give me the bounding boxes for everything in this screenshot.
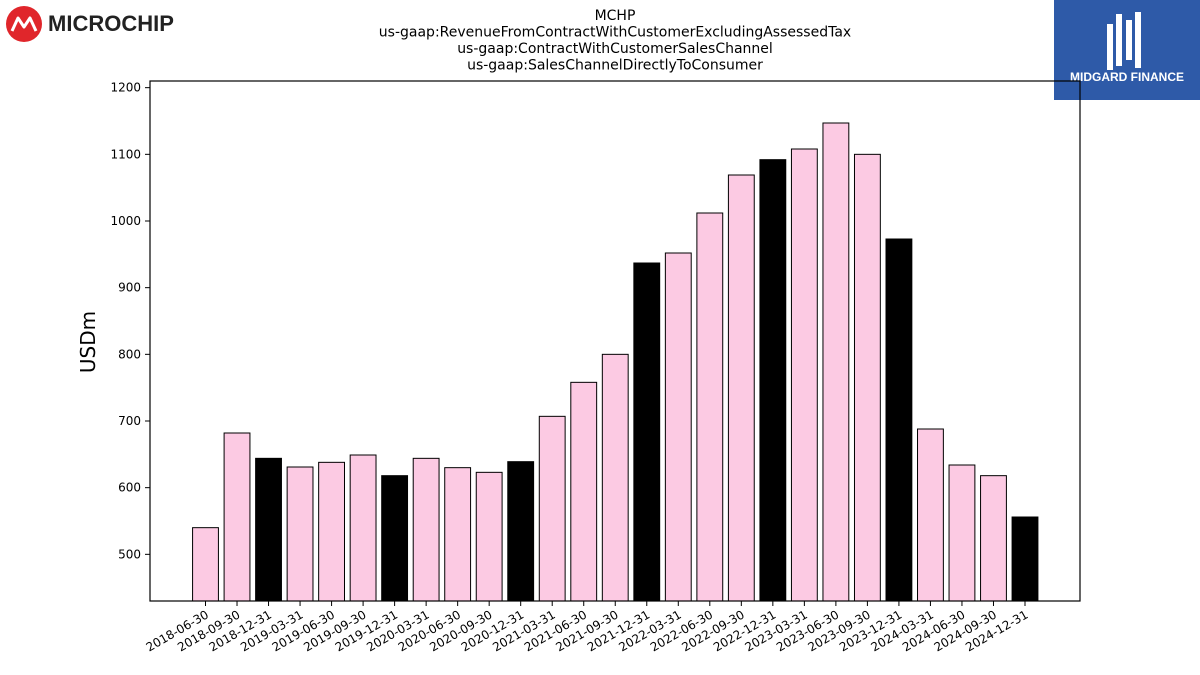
bar-2019-09-30: [349, 454, 377, 602]
bar-2024-06-30: [948, 464, 976, 602]
y-tick-label: 600: [118, 481, 141, 495]
bar-2021-06-30: [570, 381, 598, 602]
bar-2021-12-31: [633, 262, 661, 602]
microchip-logo: MICROCHIP: [6, 6, 174, 42]
bar-2024-03-31: [917, 428, 944, 602]
bar-2022-06-30: [696, 212, 724, 602]
bar-2023-12-31: [885, 238, 913, 602]
y-tick-label: 1200: [110, 81, 141, 95]
bar-2024-09-30: [980, 475, 1007, 602]
chart-title-line: us-gaap:SalesChannelDirectlyToConsumer: [467, 58, 763, 74]
bar-2019-03-31: [286, 466, 314, 602]
y-axis-label: USDm: [76, 311, 100, 373]
bar-2021-09-30: [601, 353, 629, 602]
chart-title: MCHPus-gaap:RevenueFromContractWithCusto…: [379, 8, 851, 74]
chart-title-line: us-gaap:ContractWithCustomerSalesChannel: [457, 41, 773, 57]
midgard-logo-text: MIDGARD FINANCE: [1070, 70, 1184, 84]
bar-2018-12-31: [255, 457, 282, 602]
bar-2023-03-31: [790, 148, 818, 602]
midgard-finance-logo: MIDGARD FINANCE: [1054, 0, 1200, 100]
bar-2022-03-31: [664, 252, 692, 602]
bar-2021-03-31: [538, 415, 566, 602]
y-tick-label: 1100: [110, 147, 141, 161]
bar-2022-09-30: [727, 174, 755, 602]
bar-2018-06-30: [192, 527, 219, 602]
bar-2019-12-31: [381, 475, 409, 602]
y-tick-label: 1000: [110, 214, 141, 228]
midgard-logo-mark: [1107, 12, 1141, 70]
y-tick-label: 800: [118, 347, 141, 361]
bar-2024-12-31: [1011, 516, 1039, 602]
bar-2020-06-30: [444, 467, 472, 602]
bar-2020-03-31: [412, 457, 440, 602]
y-tick-label: 900: [118, 281, 141, 295]
bar-2020-12-31: [507, 461, 535, 602]
y-tick-label: 700: [118, 414, 141, 428]
chart-title-line: us-gaap:RevenueFromContractWithCustomerE…: [379, 25, 851, 41]
bar-2022-12-31: [759, 159, 787, 602]
y-tick-label: 500: [118, 547, 141, 561]
bar-2023-06-30: [822, 122, 850, 602]
bar-2018-09-30: [223, 432, 251, 602]
bar-2020-09-30: [475, 471, 503, 602]
bars-group: [192, 122, 1039, 602]
bar-2023-09-30: [853, 153, 881, 602]
microchip-logo-mark: [6, 6, 42, 42]
chart-title-line: MCHP: [595, 8, 636, 24]
microchip-logo-text: MICROCHIP: [48, 11, 174, 36]
bar-2019-06-30: [318, 461, 345, 602]
